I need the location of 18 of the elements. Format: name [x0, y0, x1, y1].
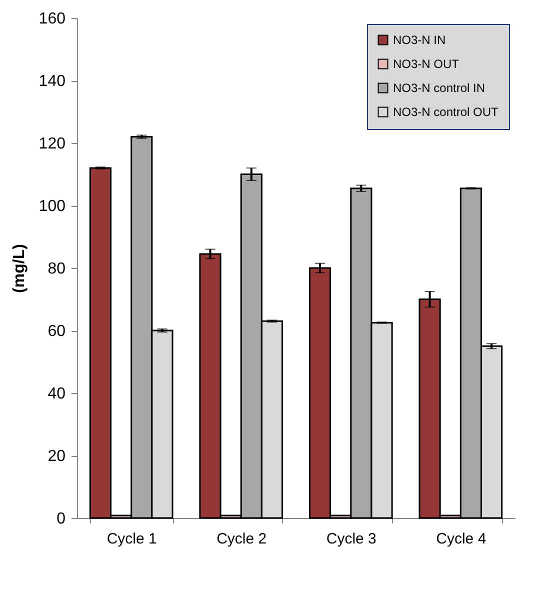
x-tick-label: Cycle 3	[326, 530, 376, 548]
x-tick-label: Cycle 2	[216, 530, 267, 548]
y-tick-label: 120	[38, 136, 66, 152]
y-tick-label: 60	[48, 323, 66, 340]
y-tick-label: 160	[38, 10, 66, 28]
y-tick-label: 40	[48, 386, 66, 402]
y-tick-label: 20	[48, 448, 66, 465]
y-tick-label: 140	[38, 73, 66, 90]
y-tick-label: 100	[38, 198, 66, 215]
legend-label: NO3-N control OUT	[393, 105, 500, 119]
legend-label: NO3-N control IN	[393, 81, 486, 95]
x-tick-label: Cycle 4	[436, 530, 486, 548]
y-axis-title: (mg/L)	[10, 244, 28, 293]
y-tick-label: 80	[48, 260, 66, 278]
legend-label: NO3-N OUT	[393, 57, 460, 71]
legend-label: NO3-N IN	[393, 33, 446, 47]
y-tick-label: 0	[56, 510, 66, 528]
x-tick-label: Cycle 1	[106, 530, 157, 548]
